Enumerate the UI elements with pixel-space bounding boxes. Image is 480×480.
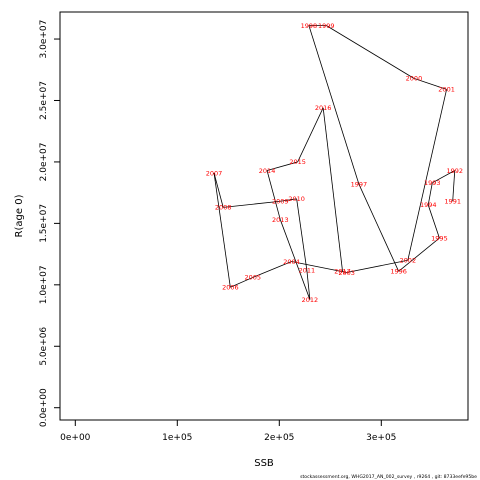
y-tick-label: 3.0e+07 [39,20,49,59]
year-label: 1994 [420,201,437,209]
trajectory-segment [427,204,440,239]
year-label: 2002 [400,257,417,265]
y-tick-label: 2.5e+07 [39,81,49,120]
x-tick-label: 2e+05 [264,433,294,443]
y-axis-label: R(age 0) [14,194,25,237]
footer-note: stockassessment.org, WHG2017_AN_002_surv… [300,474,477,480]
x-tick-label: 3e+05 [366,433,396,443]
year-label: 2000 [406,75,423,83]
year-label: 1995 [431,234,448,242]
year-label: 2011 [299,266,316,274]
x-axis: 0e+00 1e+05 2e+05 3e+05 [60,419,396,443]
year-label: 1996 [390,268,407,276]
year-label: 1992 [446,167,463,175]
year-label: 2004 [283,258,300,266]
year-label: 2013 [272,216,289,224]
year-label: 1993 [424,179,441,187]
year-label: 2012 [302,296,319,304]
year-label: 2003 [338,269,355,277]
trajectory-lines [213,25,456,300]
year-label: 1991 [444,198,461,206]
x-tick-label: 1e+05 [162,433,192,443]
y-tick-label: 1.5e+07 [39,204,49,243]
year-labels: 1991 1992 1993 1994 1995 1996 1997 1998 1999 2000… [206,22,463,304]
trajectory-segment [326,25,415,79]
trajectory-segment [280,198,297,202]
trajectory-segment [266,170,281,220]
trajectory-segment [432,170,455,184]
y-tick-label: 0.0e+00 [39,388,49,427]
year-label: 2010 [288,195,305,203]
year-label: 2001 [438,86,455,94]
trajectory-segment [297,107,324,163]
year-label: 2008 [215,204,232,212]
year-label: 2014 [259,167,276,175]
trajectory-segment [230,277,253,288]
year-label: 1999 [318,22,335,30]
y-tick-label: 5.0e+06 [39,327,49,366]
y-axis: 0.0e+00 5.0e+06 1.0e+07 1.5e+07 2.0e+07 2.5e+… [39,20,61,427]
trajectory-segment [296,198,308,271]
y-tick-label: 1.0e+07 [39,265,49,304]
trajectory-segment [279,219,311,300]
year-label: 2015 [289,158,306,166]
trajectory-segment [413,77,447,90]
year-label: 2007 [206,169,223,177]
trajectory-segment [291,261,347,273]
trajectory-segment [427,182,433,206]
year-label: 2005 [245,274,262,282]
trajectory-segment [308,25,360,185]
trajectory-segment [266,161,298,171]
year-label: 2009 [272,198,289,206]
trajectory-segment [223,200,281,208]
year-label: 1998 [301,22,318,30]
y-tick-label: 2.0e+07 [39,143,49,182]
trajectory-segment [322,107,343,272]
year-label: 1997 [351,180,368,188]
trajectory-segment [452,170,456,202]
year-label: 2016 [315,104,332,112]
trajectory-segment [213,172,224,208]
trajectory-segment [346,259,408,273]
trajectory-segment [252,261,292,278]
trajectory-segment [398,237,440,272]
trajectory-segment [358,183,400,272]
x-axis-label: SSB [254,458,274,469]
trajectory-segment [306,270,311,300]
trajectory-segment [213,172,231,288]
year-label: 2017 [334,268,351,276]
trajectory-segment [407,89,447,261]
x-tick-label: 0e+00 [60,433,91,443]
year-label: 2006 [222,284,239,292]
